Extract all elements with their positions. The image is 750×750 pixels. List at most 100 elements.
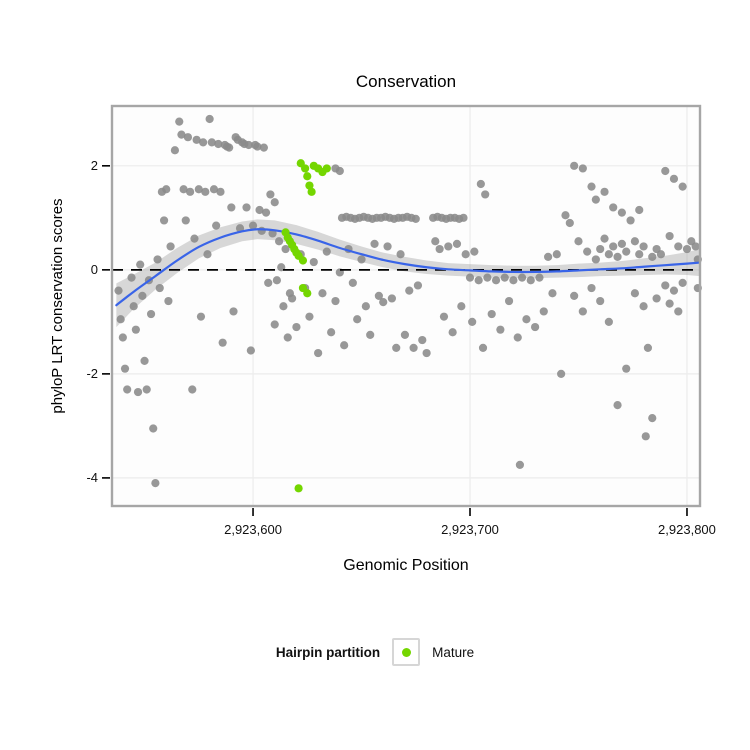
- scatter-point-other: [682, 244, 692, 254]
- scatter-point-other: [261, 208, 271, 217]
- legend: Hairpin partition Mature: [0, 638, 750, 666]
- legend-title: Hairpin partition: [275, 644, 381, 660]
- scatter-point-other: [283, 333, 292, 342]
- scatter-point-other: [192, 135, 201, 144]
- scatter-point-other: [487, 309, 496, 319]
- scatter-point-other: [287, 294, 297, 303]
- scatter-point-other: [491, 276, 501, 285]
- scatter-point-other: [127, 273, 136, 282]
- scatter-point-other: [331, 296, 340, 306]
- scatter-point-other: [177, 130, 186, 139]
- y-tick-label: 2: [90, 157, 98, 173]
- scatter-point-other: [544, 252, 553, 261]
- scatter-point-other: [465, 273, 475, 282]
- scatter-point-other: [353, 315, 362, 324]
- scatter-point-other: [622, 364, 631, 373]
- scatter-point-other: [613, 252, 622, 261]
- y-tick-label: -4: [86, 469, 98, 485]
- scatter-point-other: [635, 205, 644, 215]
- scatter-point-other: [183, 133, 193, 142]
- scatter-point-mature: [301, 164, 310, 173]
- scatter-point-other: [413, 281, 423, 290]
- scatter-point-other: [225, 143, 234, 152]
- scatter-point-other: [279, 302, 288, 311]
- scatter-point-other: [196, 312, 206, 321]
- scatter-point-other: [181, 216, 190, 225]
- scatter-point-other: [626, 216, 635, 225]
- scatter-point-other: [578, 307, 587, 316]
- scatter-point-other: [292, 322, 301, 332]
- scatter-point-other: [114, 286, 123, 295]
- scatter-point-other: [617, 239, 626, 248]
- smooth-trend-line: [115, 228, 702, 307]
- scatter-point-other: [348, 278, 357, 287]
- scatter-point-other: [366, 330, 375, 339]
- scatter-point-other: [166, 242, 175, 251]
- y-axis-label: phyloP LRT conservation scores: [49, 198, 66, 414]
- x-tick-label: 2,923,800: [658, 522, 716, 537]
- scatter-point-other: [522, 315, 531, 324]
- scatter-point-other: [609, 242, 618, 251]
- scatter-point-other: [138, 291, 147, 300]
- scatter-point-other: [600, 234, 609, 243]
- scatter-point-other: [274, 237, 284, 246]
- scatter-point-other: [648, 252, 657, 261]
- scatter-point-other: [565, 218, 574, 228]
- confidence-ribbon: [116, 219, 701, 328]
- scatter-point-mature: [298, 256, 308, 265]
- x-axis-label: Genomic Position: [343, 557, 469, 574]
- scatter-point-other: [587, 182, 596, 191]
- scatter-point-other: [431, 237, 440, 246]
- scatter-point-other: [244, 140, 253, 150]
- scatter-point-other: [641, 432, 650, 441]
- scatter-point-other: [266, 190, 275, 199]
- scatter-point-other: [474, 276, 483, 285]
- scatter-point-other: [129, 302, 138, 311]
- scatter-point-other: [335, 166, 344, 176]
- scatter-point-other: [643, 343, 653, 352]
- scatter-point-other: [635, 250, 644, 259]
- scatter-point-other: [476, 179, 485, 189]
- scatter-point-other: [136, 260, 145, 269]
- scatter-point-other: [630, 289, 640, 298]
- scatter-point-other: [242, 203, 251, 212]
- legend-item-label: Mature: [432, 644, 475, 660]
- scatter-point-other: [170, 146, 180, 155]
- scatter-point-other: [270, 198, 279, 207]
- scatter-point-other: [314, 348, 323, 358]
- scatter-point-other: [609, 203, 618, 212]
- scatter-point-other: [639, 242, 648, 251]
- scatter-point-other: [509, 276, 518, 285]
- scatter-point-other: [264, 278, 273, 287]
- scatter-point-other: [591, 195, 600, 204]
- scatter-point-other: [205, 114, 214, 124]
- scatter-point-other: [190, 234, 199, 243]
- scatter-point-other: [496, 325, 505, 334]
- scatter-point-other: [613, 400, 622, 410]
- chart-title: Conservation: [355, 72, 457, 91]
- scatter-point-other: [214, 139, 223, 149]
- scatter-point-other: [203, 250, 212, 259]
- scatter-point-other: [175, 117, 184, 126]
- scatter-point-other: [116, 315, 125, 324]
- scatter-point-other: [212, 221, 221, 230]
- scatter-point-other: [133, 387, 143, 397]
- y-tick-label: -2: [86, 365, 98, 381]
- x-tick-label: 2,923,600: [224, 522, 282, 537]
- scatter-point-other: [557, 369, 566, 378]
- scatter-point-other: [392, 343, 401, 352]
- scatter-point-other: [409, 343, 418, 352]
- scatter-point-other: [583, 247, 592, 256]
- scatter-point-other: [656, 250, 666, 259]
- scatter-point-other: [322, 247, 331, 256]
- scatter-point-other: [526, 276, 535, 285]
- scatter-point-other: [400, 330, 410, 339]
- scatter-point-other: [227, 203, 236, 212]
- scatter-point-other: [678, 278, 687, 287]
- scatter-point-other: [153, 255, 162, 264]
- scatter-point-other: [587, 283, 596, 293]
- scatter-point-mature: [303, 289, 312, 298]
- scatter-point-other: [535, 273, 544, 282]
- scatter-point-other: [470, 247, 479, 256]
- scatter-point-other: [186, 187, 195, 196]
